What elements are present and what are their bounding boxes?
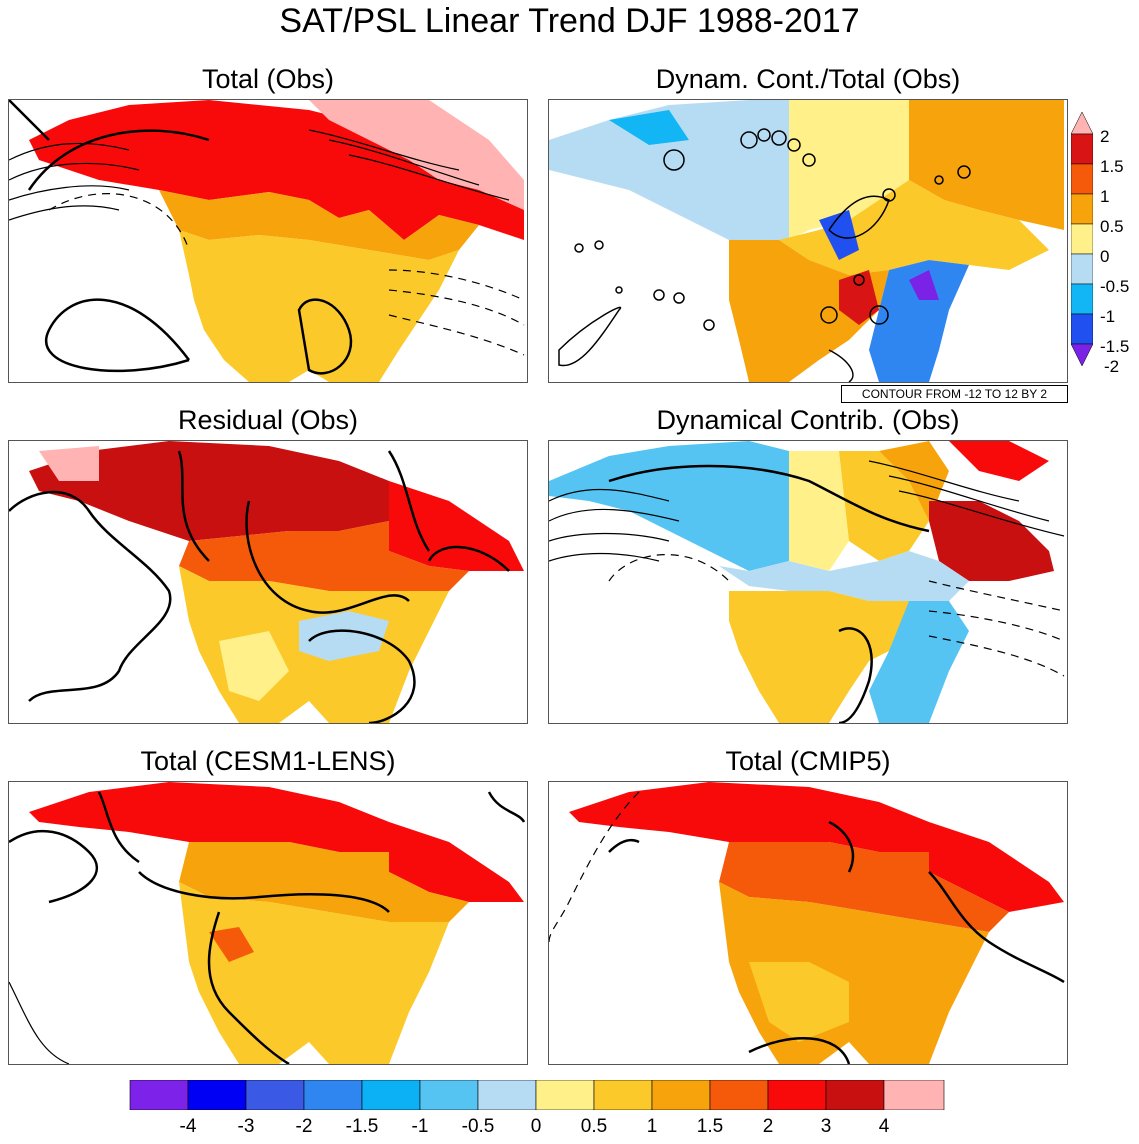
trend-colorbar-cell-3 bbox=[303, 1080, 363, 1110]
trend-colorbar-cell-6 bbox=[477, 1080, 537, 1110]
trend-label-1-5: 1.5 bbox=[696, 1116, 724, 1137]
ratio-label-neg-1-5: -1.5 bbox=[1100, 337, 1130, 356]
ratio-label-0: 0 bbox=[1100, 247, 1110, 266]
figure-title: SAT/PSL Linear Trend DJF 1988-2017 bbox=[279, 2, 860, 40]
map-total-cesm1-lens bbox=[8, 781, 528, 1065]
trend-colorbar-cell-5 bbox=[419, 1080, 479, 1110]
ratio-label-1-5: 1.5 bbox=[1100, 157, 1124, 176]
map-dynam-cont-total-obs bbox=[548, 99, 1068, 383]
trend-colorbar-cell-12 bbox=[825, 1080, 885, 1110]
panel-title-total-cesm1-lens: Total (CESM1-LENS) bbox=[140, 746, 396, 776]
trend-colorbar-cell-1 bbox=[187, 1080, 247, 1110]
ratio-colorbar-cell-4 bbox=[1071, 253, 1093, 285]
trend-label-0-5: 0.5 bbox=[580, 1116, 608, 1137]
trend-colorbar-cell-4 bbox=[361, 1080, 421, 1110]
ratio-colorbar-cell-2 bbox=[1071, 193, 1093, 225]
ratio-label-0-5: 0.5 bbox=[1100, 217, 1124, 236]
map-dynamical-contrib-obs bbox=[548, 440, 1068, 724]
trend-label-neg-0-5: -0.5 bbox=[461, 1116, 495, 1137]
trend-label-neg-2: -2 bbox=[295, 1116, 313, 1137]
trend-label-neg-1: -1 bbox=[411, 1116, 429, 1137]
trend-label-2: 2 bbox=[762, 1116, 774, 1137]
panel-title-dynamical-contrib-obs: Dynamical Contrib. (Obs) bbox=[656, 405, 960, 435]
trend-label-3: 3 bbox=[820, 1116, 832, 1137]
ratio-colorbar-cell-0 bbox=[1071, 133, 1093, 165]
trend-colorbar-cell-7 bbox=[535, 1080, 595, 1110]
contour-interval-note: CONTOUR FROM -12 TO 12 BY 2 bbox=[841, 385, 1068, 403]
ratio-colorbar-cell-1 bbox=[1071, 163, 1093, 195]
ratio-label-neg-0-5: -0.5 bbox=[1100, 277, 1130, 296]
trend-label-0: 0 bbox=[530, 1116, 542, 1137]
map-residual-obs bbox=[8, 440, 528, 724]
map-total-obs bbox=[8, 99, 528, 383]
trend-label-neg-1-5: -1.5 bbox=[345, 1116, 379, 1137]
trend-colorbar-cell-11 bbox=[767, 1080, 827, 1110]
ratio-label-neg-1: -1 bbox=[1100, 307, 1116, 326]
trend-colorbar-cell-0 bbox=[129, 1080, 189, 1110]
ratio-colorbar-cell-6 bbox=[1071, 313, 1093, 345]
panel-title-residual-obs: Residual (Obs) bbox=[177, 405, 359, 435]
ratio-colorbar-top-triangle bbox=[1071, 112, 1093, 135]
ratio-colorbar bbox=[1071, 112, 1093, 366]
ratio-colorbar-cell-5 bbox=[1071, 283, 1093, 315]
trend-label-1: 1 bbox=[646, 1116, 658, 1137]
trend-colorbar bbox=[129, 1080, 945, 1110]
panel-title-dynam-cont-total-obs: Dynam. Cont./Total (Obs) bbox=[655, 64, 961, 94]
map-total-cmip5 bbox=[548, 781, 1068, 1065]
trend-label-neg-3: -3 bbox=[237, 1116, 255, 1137]
ratio-label-1: 1 bbox=[1100, 187, 1110, 206]
trend-label-4: 4 bbox=[878, 1116, 890, 1137]
ratio-colorbar-bottom-triangle bbox=[1071, 343, 1093, 366]
trend-colorbar-cell-13 bbox=[883, 1080, 945, 1110]
panel-title-total-cmip5: Total (CMIP5) bbox=[725, 746, 891, 776]
panel-title-total-obs: Total (Obs) bbox=[201, 64, 335, 94]
trend-colorbar-cell-9 bbox=[651, 1080, 711, 1110]
trend-colorbar-cell-2 bbox=[245, 1080, 305, 1110]
trend-colorbar-cell-10 bbox=[709, 1080, 769, 1110]
ratio-colorbar-cell-3 bbox=[1071, 223, 1093, 255]
trend-label-neg-4: -4 bbox=[179, 1116, 197, 1137]
ratio-label-neg-2: -2 bbox=[1104, 357, 1120, 376]
ratio-label-2: 2 bbox=[1100, 127, 1110, 146]
trend-colorbar-cell-8 bbox=[593, 1080, 653, 1110]
